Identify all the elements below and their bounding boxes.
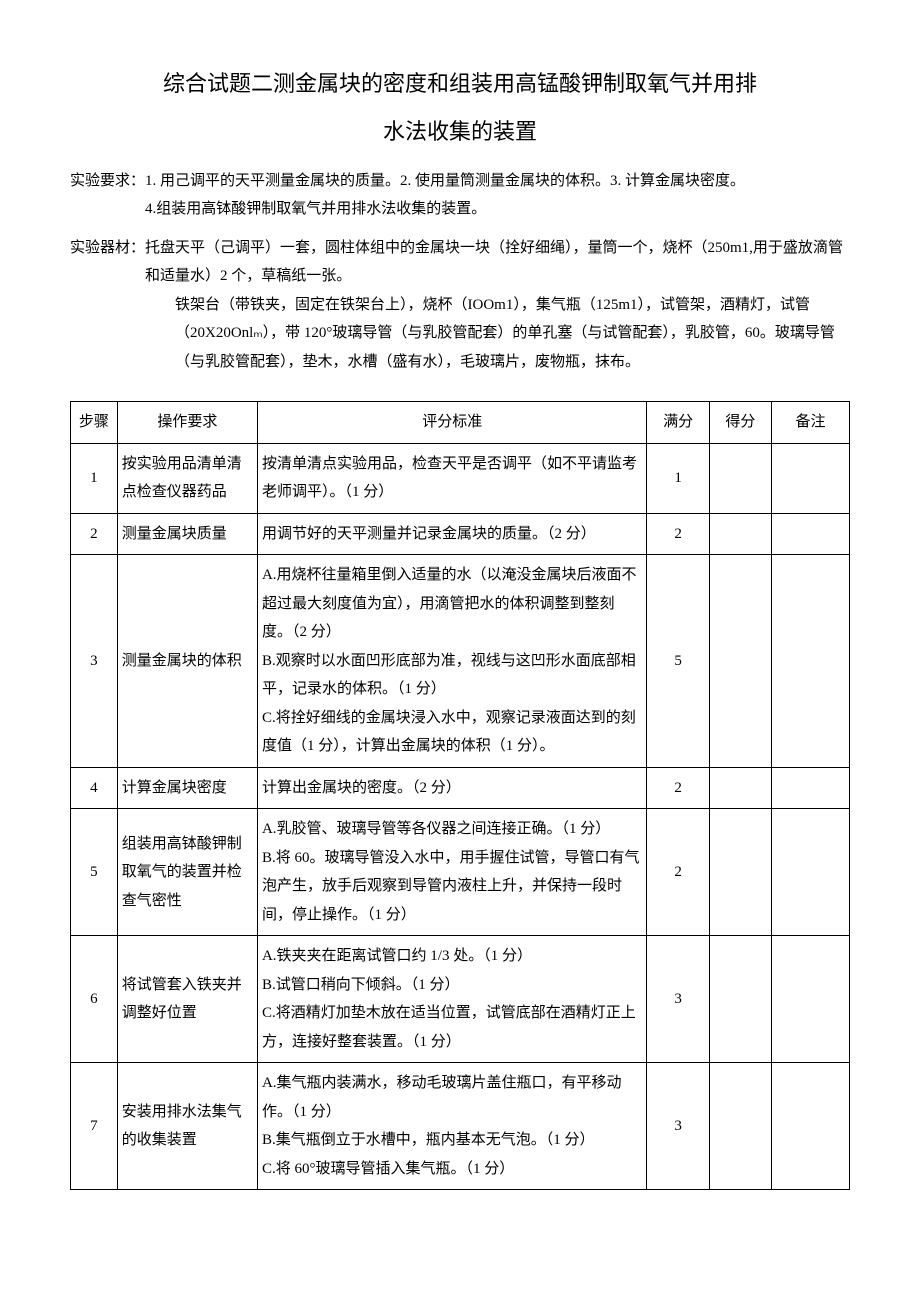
fullscore-cell: 2 bbox=[647, 513, 709, 555]
table-row: 1按实验用品清单清点检查仪器药品按清单清点实验用品，检查天平是否调平（如不平请监… bbox=[71, 443, 850, 513]
note-cell bbox=[772, 809, 850, 936]
operation-cell: 按实验用品清单清点检查仪器药品 bbox=[117, 443, 257, 513]
fullscore-cell: 1 bbox=[647, 443, 709, 513]
score-cell bbox=[709, 443, 771, 513]
step-cell: 4 bbox=[71, 767, 118, 809]
req-label: 实验要求： bbox=[70, 167, 145, 196]
col-score: 得分 bbox=[709, 402, 771, 444]
col-full: 满分 bbox=[647, 402, 709, 444]
operation-cell: 组装用高钵酸钾制取氧气的装置并检查气密性 bbox=[117, 809, 257, 936]
note-cell bbox=[772, 443, 850, 513]
score-cell bbox=[709, 809, 771, 936]
step-cell: 2 bbox=[71, 513, 118, 555]
criteria-cell: A.用烧杯往量箱里倒入适量的水（以淹没金属块后液面不超过最大刻度值为宜），用滴管… bbox=[257, 555, 647, 768]
operation-cell: 计算金属块密度 bbox=[117, 767, 257, 809]
table-row: 5组装用高钵酸钾制取氧气的装置并检查气密性A.乳胶管、玻璃导管等各仪器之间连接正… bbox=[71, 809, 850, 936]
title-line-2: 水法收集的装置 bbox=[383, 119, 537, 144]
table-row: 4计算金属块密度计算出金属块的密度。（2 分）2 bbox=[71, 767, 850, 809]
fullscore-cell: 5 bbox=[647, 555, 709, 768]
table-row: 6将试管套入铁夹并调整好位置A.铁夹夹在距离试管口约 1/3 处。（1 分）B.… bbox=[71, 936, 850, 1063]
criteria-cell: 按清单清点实验用品，检查天平是否调平（如不平请监考老师调平）。（1 分） bbox=[257, 443, 647, 513]
score-cell bbox=[709, 1063, 771, 1190]
col-note: 备注 bbox=[772, 402, 850, 444]
fullscore-cell: 3 bbox=[647, 936, 709, 1063]
mat-body-2: 铁架台（带铁夹，固定在铁架台上），烧杯（IOOm1），集气瓶（125m1），试管… bbox=[70, 291, 850, 377]
step-cell: 3 bbox=[71, 555, 118, 768]
criteria-cell: 计算出金属块的密度。（2 分） bbox=[257, 767, 647, 809]
operation-cell: 将试管套入铁夹并调整好位置 bbox=[117, 936, 257, 1063]
operation-cell: 安装用排水法集气的收集装置 bbox=[117, 1063, 257, 1190]
title-line-1: 综合试题二测金属块的密度和组装用高锰酸钾制取氧气并用排 bbox=[163, 71, 757, 96]
step-cell: 7 bbox=[71, 1063, 118, 1190]
table-row: 2测量金属块质量用调节好的天平测量并记录金属块的质量。（2 分）2 bbox=[71, 513, 850, 555]
table-header-row: 步骤 操作要求 评分标准 满分 得分 备注 bbox=[71, 402, 850, 444]
col-std: 评分标准 bbox=[257, 402, 647, 444]
experiment-requirements: 实验要求： 1. 用己调平的天平测量金属块的质量。2. 使用量筒测量金属块的体积… bbox=[70, 167, 850, 224]
req-body-1: 1. 用己调平的天平测量金属块的质量。2. 使用量筒测量金属块的体积。3. 计算… bbox=[145, 167, 850, 196]
scoring-table: 步骤 操作要求 评分标准 满分 得分 备注 1按实验用品清单清点检查仪器药品按清… bbox=[70, 401, 850, 1190]
note-cell bbox=[772, 555, 850, 768]
score-cell bbox=[709, 767, 771, 809]
fullscore-cell: 2 bbox=[647, 809, 709, 936]
step-cell: 6 bbox=[71, 936, 118, 1063]
note-cell bbox=[772, 1063, 850, 1190]
operation-cell: 测量金属块质量 bbox=[117, 513, 257, 555]
operation-cell: 测量金属块的体积 bbox=[117, 555, 257, 768]
fullscore-cell: 3 bbox=[647, 1063, 709, 1190]
step-cell: 5 bbox=[71, 809, 118, 936]
page-title: 综合试题二测金属块的密度和组装用高锰酸钾制取氧气并用排 水法收集的装置 bbox=[70, 60, 850, 157]
score-cell bbox=[709, 936, 771, 1063]
req-body-2: 4.组装用高钵酸钾制取氧气并用排水法收集的装置。 bbox=[70, 195, 850, 224]
criteria-cell: A.集气瓶内装满水，移动毛玻璃片盖住瓶口，有平移动作。（1 分）B.集气瓶倒立于… bbox=[257, 1063, 647, 1190]
score-cell bbox=[709, 513, 771, 555]
table-row: 7安装用排水法集气的收集装置A.集气瓶内装满水，移动毛玻璃片盖住瓶口，有平移动作… bbox=[71, 1063, 850, 1190]
note-cell bbox=[772, 936, 850, 1063]
experiment-materials: 实验器材： 托盘天平（己调平）一套，圆柱体组中的金属块一块（拴好细绳），量筒一个… bbox=[70, 234, 850, 377]
fullscore-cell: 2 bbox=[647, 767, 709, 809]
criteria-cell: 用调节好的天平测量并记录金属块的质量。（2 分） bbox=[257, 513, 647, 555]
note-cell bbox=[772, 767, 850, 809]
table-row: 3测量金属块的体积A.用烧杯往量箱里倒入适量的水（以淹没金属块后液面不超过最大刻… bbox=[71, 555, 850, 768]
score-cell bbox=[709, 555, 771, 768]
note-cell bbox=[772, 513, 850, 555]
col-op: 操作要求 bbox=[117, 402, 257, 444]
mat-label: 实验器材： bbox=[70, 234, 145, 263]
step-cell: 1 bbox=[71, 443, 118, 513]
criteria-cell: A.铁夹夹在距离试管口约 1/3 处。（1 分）B.试管口稍向下倾斜。（1 分）… bbox=[257, 936, 647, 1063]
criteria-cell: A.乳胶管、玻璃导管等各仪器之间连接正确。（1 分）B.将 60。玻璃导管没入水… bbox=[257, 809, 647, 936]
col-step: 步骤 bbox=[71, 402, 118, 444]
mat-body-1: 托盘天平（己调平）一套，圆柱体组中的金属块一块（拴好细绳），量筒一个，烧杯（25… bbox=[145, 234, 850, 291]
